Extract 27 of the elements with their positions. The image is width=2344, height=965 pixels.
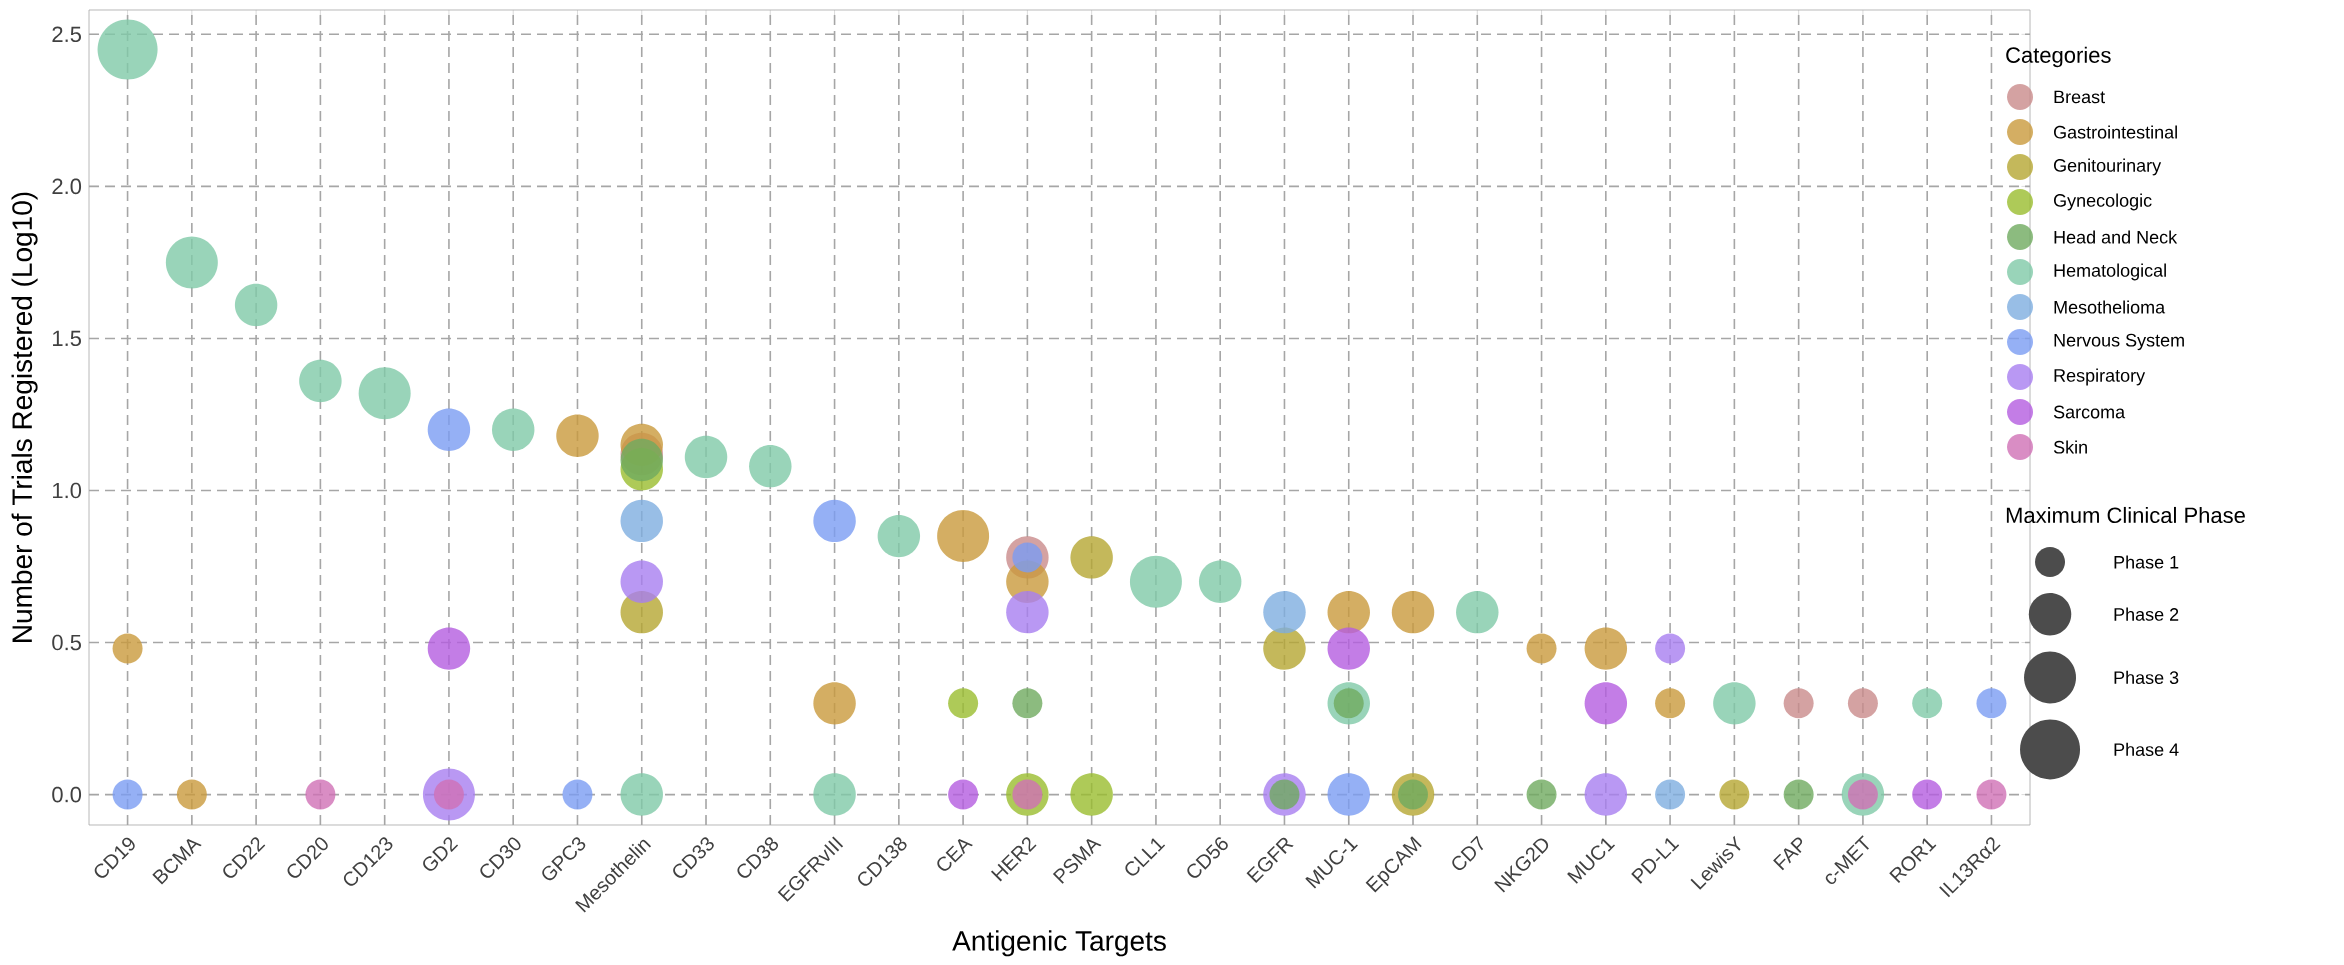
legend-label: Hematological — [2054, 263, 2166, 281]
y-tick-label: 0.0 — [52, 786, 82, 803]
legend-label: Phase 3 — [2114, 670, 2179, 685]
legend-label: Phase 2 — [2114, 607, 2179, 621]
legend-label: Nervous System — [2054, 333, 2184, 351]
legend-label: Breast — [2054, 90, 2105, 104]
legend-title: Categories — [2006, 46, 2111, 68]
legend-label: Head and Neck — [2054, 230, 2178, 244]
x-tick-label: FAP — [1773, 837, 1803, 871]
y-axis-title: Number of Trials Registered (Log10) — [11, 192, 38, 642]
y-tick-label: 1.0 — [53, 482, 82, 499]
legend-label: Phase 1 — [2114, 555, 2179, 569]
legend-label: Skin — [2053, 440, 2087, 454]
y-tick-label: 0.5 — [52, 634, 81, 651]
legend-label: Respiratory — [2054, 368, 2146, 386]
legend-label: Gastrointestinal — [2054, 125, 2177, 139]
x-axis-title: Antigenic Targets — [952, 930, 1166, 957]
legend-label: Sarcoma — [2053, 405, 2126, 419]
legend-label: Mesothelioma — [2054, 300, 2166, 314]
y-tick-label: 2.5 — [52, 26, 81, 43]
y-tick-label: 1.5 — [53, 330, 81, 347]
annotation: Maximum Clinical Phase — [2006, 506, 2245, 524]
legend-label: Genitourinary — [2054, 158, 2162, 176]
legend-label: Gynecologic — [2054, 193, 2152, 211]
legend-label: Phase 4 — [2114, 742, 2179, 757]
x-tick-label: CEA — [937, 839, 973, 871]
y-tick-label: 2.0 — [52, 178, 82, 195]
